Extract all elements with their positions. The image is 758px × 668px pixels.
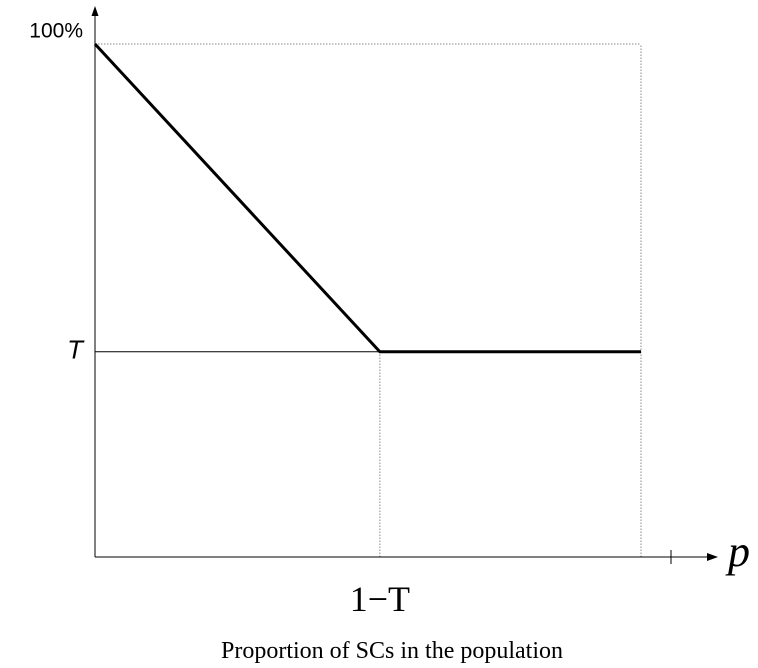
x-axis-symbol: p [725, 527, 750, 576]
series-line [93, 42, 641, 354]
x-axis-arrowhead [707, 553, 718, 561]
y-tick-label-100: 100% [29, 20, 83, 43]
y-tick-label-t: T [67, 335, 85, 365]
y-axis-arrowhead [91, 6, 99, 16]
x-tick-label-1-minus-t: 1−T [350, 579, 410, 619]
x-axis-caption: Proportion of SCs in the population [221, 638, 563, 664]
